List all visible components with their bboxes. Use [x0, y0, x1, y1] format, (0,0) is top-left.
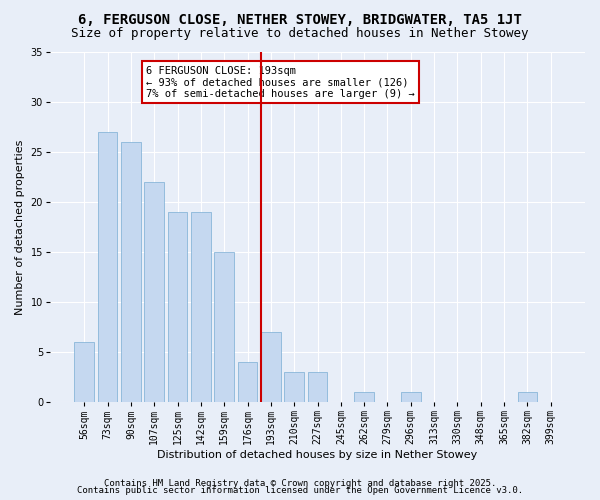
Text: Contains HM Land Registry data © Crown copyright and database right 2025.: Contains HM Land Registry data © Crown c… — [104, 478, 496, 488]
Bar — [191, 212, 211, 402]
Bar — [401, 392, 421, 402]
Bar — [167, 212, 187, 402]
Bar — [308, 372, 328, 402]
Bar — [261, 332, 281, 402]
Text: Size of property relative to detached houses in Nether Stowey: Size of property relative to detached ho… — [71, 28, 529, 40]
Bar — [284, 372, 304, 402]
Text: 6, FERGUSON CLOSE, NETHER STOWEY, BRIDGWATER, TA5 1JT: 6, FERGUSON CLOSE, NETHER STOWEY, BRIDGW… — [78, 12, 522, 26]
Bar — [214, 252, 234, 402]
Bar — [238, 362, 257, 402]
Bar — [144, 182, 164, 402]
Bar — [354, 392, 374, 402]
Bar — [121, 142, 141, 402]
Bar — [518, 392, 538, 402]
X-axis label: Distribution of detached houses by size in Nether Stowey: Distribution of detached houses by size … — [157, 450, 478, 460]
Text: Contains public sector information licensed under the Open Government Licence v3: Contains public sector information licen… — [77, 486, 523, 495]
Y-axis label: Number of detached properties: Number of detached properties — [15, 139, 25, 314]
Text: 6 FERGUSON CLOSE: 193sqm
← 93% of detached houses are smaller (126)
7% of semi-d: 6 FERGUSON CLOSE: 193sqm ← 93% of detach… — [146, 66, 415, 98]
Bar — [74, 342, 94, 402]
Bar — [98, 132, 118, 402]
